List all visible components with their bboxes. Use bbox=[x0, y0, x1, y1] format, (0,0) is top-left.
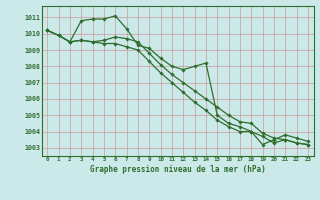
X-axis label: Graphe pression niveau de la mer (hPa): Graphe pression niveau de la mer (hPa) bbox=[90, 165, 266, 174]
